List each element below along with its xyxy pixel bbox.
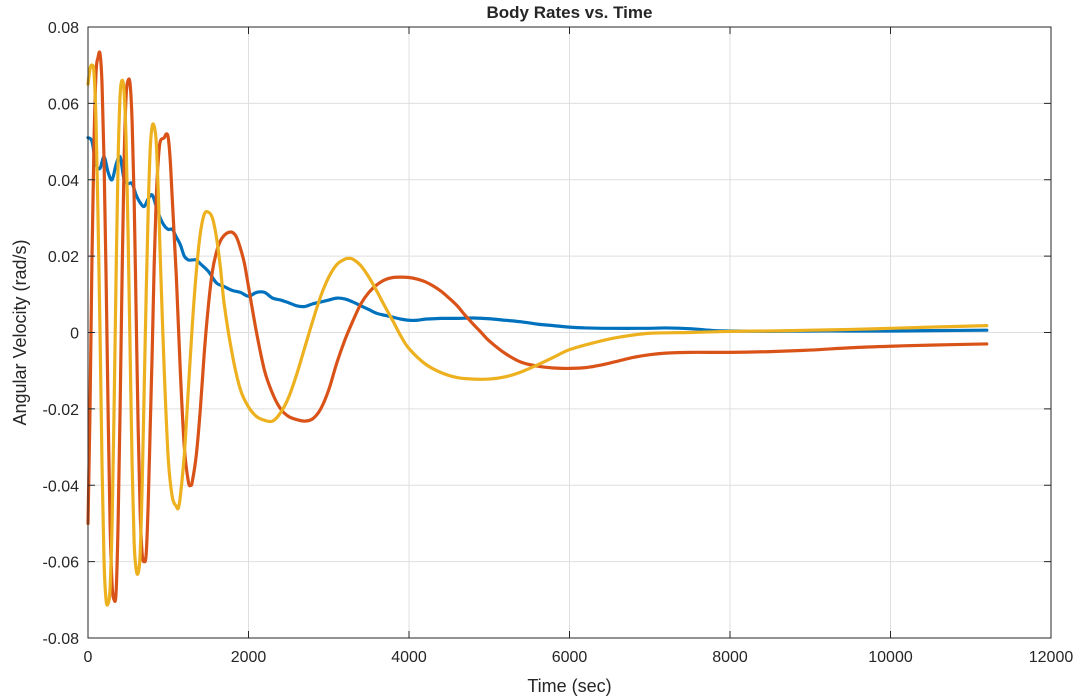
x-tick-label: 4000 — [391, 649, 427, 666]
y-tick-label: 0.04 — [48, 173, 79, 190]
y-tick-label: -0.02 — [43, 402, 80, 419]
y-tick-label: -0.08 — [43, 631, 80, 648]
y-axis-label: Angular Velocity (rad/s) — [10, 239, 30, 425]
chart-title: Body Rates vs. Time — [487, 3, 653, 22]
x-tick-label: 10000 — [868, 649, 913, 666]
x-tick-label: 2000 — [231, 649, 267, 666]
y-tick-label: 0 — [70, 326, 79, 343]
ticks: 0 2000 4000 6000 8000 10000 12000 -0.08 -0.06 -0.… — [43, 20, 1074, 666]
series-line-3 — [86, 63, 989, 607]
x-axis-label: Time (sec) — [527, 676, 611, 696]
x-tick-label: 12000 — [1029, 649, 1074, 666]
x-tick-label: 6000 — [552, 649, 588, 666]
y-tick-label: -0.04 — [43, 478, 80, 495]
y-tick-label: -0.06 — [43, 555, 80, 572]
series-group — [86, 50, 989, 607]
x-tick-label: 0 — [84, 649, 93, 666]
y-tick-label: 0.02 — [48, 249, 79, 266]
series-line-1 — [86, 136, 989, 333]
y-tick-label: 0.08 — [48, 20, 79, 37]
grid — [87, 26, 1052, 639]
series-line-2 — [86, 50, 989, 603]
y-tick-label: 0.06 — [48, 96, 79, 113]
x-tick-label: 8000 — [712, 649, 748, 666]
